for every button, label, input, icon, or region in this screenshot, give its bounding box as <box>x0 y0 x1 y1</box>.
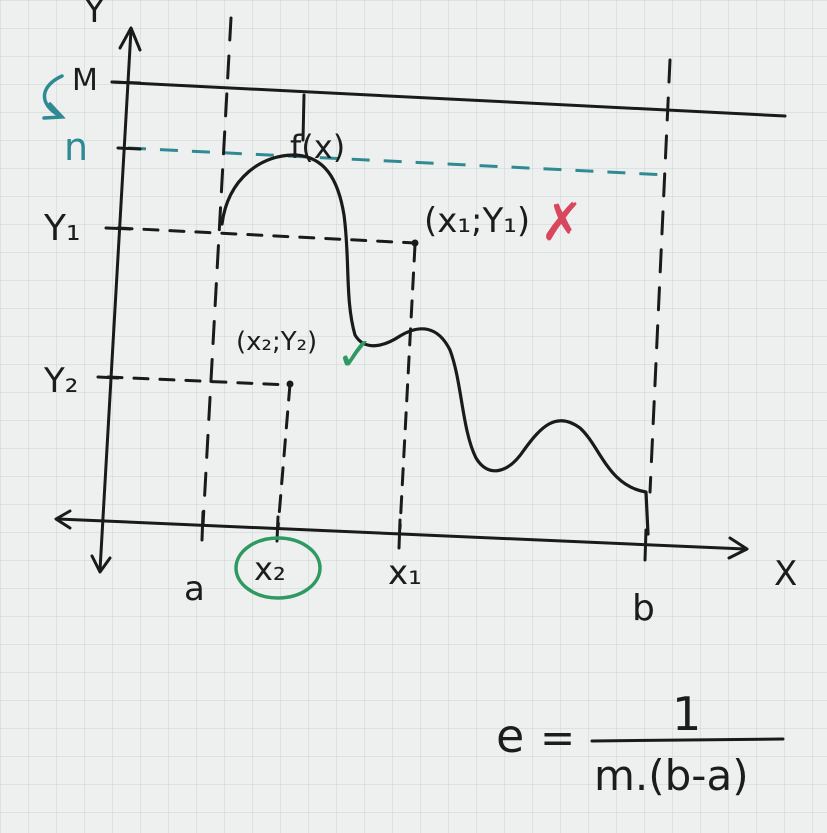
point-p2-label: (x₂;Y₂) <box>236 327 317 357</box>
y-axis-label: Y <box>83 0 105 31</box>
curve-label: f(x) <box>290 128 345 166</box>
x-axis-label: X <box>774 554 797 594</box>
point-p2 <box>286 380 294 388</box>
formula-denominator: m.(b-a) <box>594 751 749 800</box>
fraction-bar <box>590 737 785 743</box>
mark-b: b <box>632 588 655 629</box>
accepted-mark: ✓ <box>336 327 375 381</box>
mark-M: M <box>72 63 98 98</box>
y-axis <box>90 26 142 574</box>
guide-x1 <box>398 243 417 530</box>
x-axis <box>54 509 749 560</box>
mark-y1: Y₁ <box>43 208 80 249</box>
point-p1 <box>411 239 419 247</box>
guide-y2 <box>106 375 292 387</box>
guide-x2 <box>276 382 292 530</box>
rejected-mark: ✗ <box>540 193 584 253</box>
mark-a: a <box>184 569 205 609</box>
m-to-n-arrow <box>42 74 66 120</box>
guide-b <box>648 58 672 494</box>
fx-pointer <box>301 93 306 142</box>
mark-n: n <box>64 125 88 169</box>
mark-x2: x₂ <box>254 550 286 588</box>
line-n <box>127 146 669 177</box>
function-curve <box>220 153 650 536</box>
x2-circle <box>234 536 322 600</box>
line-M <box>110 80 787 118</box>
guide-y1 <box>116 226 417 245</box>
formula-lhs: e <box>496 709 524 763</box>
formula-equals: = <box>540 713 575 762</box>
mark-y2: Y₂ <box>43 361 78 401</box>
guide-a <box>201 16 233 527</box>
point-p1-label: (x₁;Y₁) <box>424 201 530 241</box>
mark-x1: x₁ <box>388 553 422 593</box>
formula-numerator: 1 <box>672 687 701 741</box>
